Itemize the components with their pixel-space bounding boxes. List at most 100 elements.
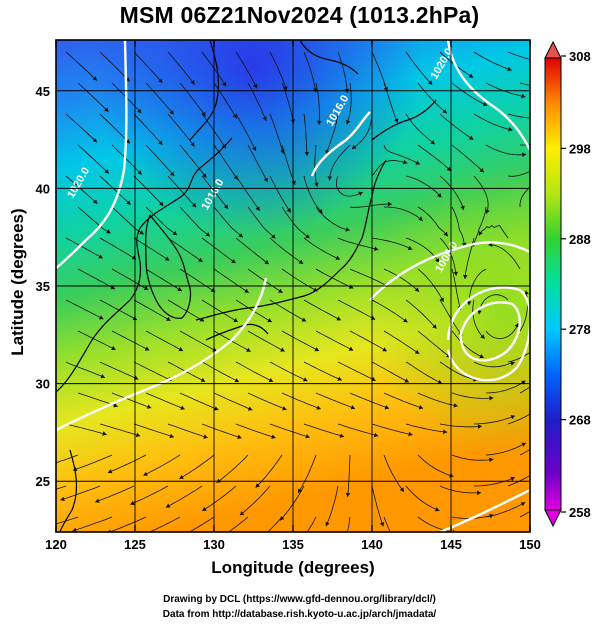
streamline	[235, 361, 274, 383]
streamline-arrow	[540, 465, 545, 469]
streamline	[201, 51, 227, 87]
streamline-arrow	[387, 201, 392, 207]
streamline	[371, 485, 384, 527]
streamline	[349, 203, 392, 208]
streamline	[473, 361, 515, 368]
streamline	[451, 454, 494, 461]
streamline	[303, 175, 323, 214]
streamline-arrow	[98, 254, 103, 259]
colorbar-tick-label: 308	[569, 49, 591, 64]
streamline-arrow	[199, 317, 205, 322]
streamline	[439, 361, 478, 381]
streamline	[111, 392, 152, 409]
streamline	[145, 144, 175, 177]
streamline-arrow	[104, 107, 109, 112]
streamline	[281, 330, 320, 352]
streamline	[383, 268, 420, 292]
streamline-arrow	[170, 171, 175, 176]
streamline-arrow	[312, 88, 318, 93]
streamline-arrow	[135, 432, 141, 438]
streamline-arrow	[190, 142, 195, 147]
streamline-arrow	[430, 140, 435, 145]
streamline	[133, 175, 164, 207]
streamline-arrow	[510, 361, 515, 366]
streamline-arrow	[191, 202, 196, 208]
streamline	[346, 82, 352, 125]
streamline	[472, 206, 487, 247]
streamline	[315, 392, 356, 409]
streamline	[507, 51, 530, 60]
streamline	[247, 330, 285, 352]
streamline	[145, 206, 178, 236]
streamline	[478, 224, 509, 239]
streamline-arrow	[298, 488, 303, 493]
streamline-arrow	[442, 109, 447, 114]
streamline-arrow	[72, 527, 77, 532]
streamline	[99, 237, 137, 260]
streamline-arrow	[510, 476, 515, 482]
streamline	[95, 485, 135, 503]
streamline	[417, 144, 452, 172]
streamline	[201, 423, 242, 439]
streamline-arrow	[278, 288, 283, 293]
streamline-arrow	[190, 80, 195, 85]
streamline-arrow	[466, 301, 472, 306]
streamline	[405, 299, 437, 329]
streamline	[371, 51, 388, 92]
y-tick-label: 35	[36, 279, 50, 294]
streamline	[111, 330, 150, 351]
streamline-arrow	[463, 274, 468, 279]
streamline-arrow	[255, 483, 260, 488]
streamline-arrow	[298, 259, 304, 264]
isobars	[56, 40, 530, 532]
streamline-arrow	[508, 127, 513, 132]
streamline-arrow	[130, 500, 135, 506]
streamline	[60, 485, 101, 501]
streamline	[383, 454, 405, 493]
streamline	[371, 361, 409, 383]
streamline-arrow	[104, 169, 109, 174]
streamline-arrow	[382, 347, 387, 352]
streamline	[99, 175, 131, 206]
streamline	[371, 423, 413, 436]
streamline-arrow	[337, 376, 342, 381]
streamline	[133, 361, 172, 382]
streamline	[451, 206, 465, 247]
streamline-arrow	[507, 66, 512, 72]
streamline-arrow	[335, 255, 340, 260]
streamline	[72, 516, 113, 532]
streamline-arrow	[267, 318, 272, 323]
streamline-arrow	[271, 434, 276, 439]
streamline	[235, 51, 258, 89]
y-tick-label: 25	[36, 474, 50, 489]
streamline	[179, 392, 219, 411]
streamline-arrow	[238, 233, 243, 238]
streamline	[472, 299, 485, 339]
grid-lines	[56, 40, 530, 532]
streamline	[351, 113, 373, 150]
streamline	[507, 474, 530, 487]
streamline-arrow	[345, 227, 350, 232]
streamline-arrow	[301, 317, 307, 322]
streamline-arrow	[214, 406, 219, 411]
x-axis: 120 125 130 135 140 145 150	[45, 40, 541, 552]
streamline-arrow	[435, 258, 440, 263]
streamline-arrow	[522, 152, 527, 157]
streamline	[303, 237, 341, 260]
streamline-arrow	[399, 487, 404, 492]
streamline	[303, 113, 308, 156]
streamline-arrow	[468, 73, 474, 78]
streamline	[65, 299, 104, 320]
streamline	[371, 299, 408, 323]
streamline-arrow	[418, 216, 423, 221]
streamline	[179, 454, 215, 480]
streamline-arrow	[446, 166, 451, 171]
streamline	[451, 392, 494, 399]
streamline-arrow	[113, 403, 118, 408]
streamline	[383, 330, 420, 355]
streamline	[519, 449, 530, 456]
streamline	[303, 299, 341, 321]
credit-drawing: Drawing by DCL (https://www.gfd-dennou.o…	[163, 594, 436, 605]
streamline	[337, 423, 379, 437]
streamline	[143, 454, 181, 476]
